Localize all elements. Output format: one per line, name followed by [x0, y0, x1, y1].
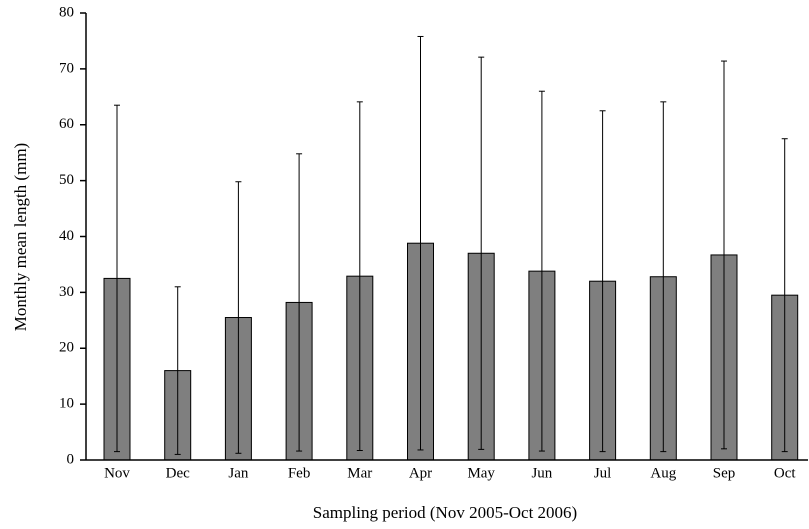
- x-tick-label: Feb: [288, 465, 311, 481]
- x-axis-title: Sampling period (Nov 2005-Oct 2006): [313, 503, 577, 522]
- y-tick-label: 0: [67, 451, 75, 467]
- y-tick-label: 80: [59, 4, 74, 20]
- error-bar: [721, 60, 727, 450]
- y-tick-label: 70: [59, 60, 74, 76]
- x-tick-label: Sep: [713, 465, 736, 481]
- error-bar: [781, 138, 788, 453]
- error-bar: [174, 286, 181, 455]
- error-bar: [660, 101, 667, 453]
- y-tick-label: 60: [59, 116, 74, 132]
- error-bar: [599, 110, 606, 453]
- y-tick-label: 50: [59, 172, 74, 188]
- error-bar: [356, 101, 363, 452]
- error-bar: [235, 181, 242, 454]
- y-tick-label: 30: [59, 284, 74, 300]
- error-bar: [478, 56, 485, 450]
- x-tick-label: Nov: [104, 465, 130, 481]
- error-bar: [114, 104, 120, 453]
- y-axis-title: Monthly mean length (mm): [11, 143, 30, 331]
- x-tick-label: Mar: [347, 465, 372, 481]
- y-tick-label: 40: [59, 228, 74, 244]
- error-bar: [417, 35, 424, 451]
- x-tick-label: Oct: [774, 465, 796, 481]
- x-tick-label: Jan: [228, 465, 248, 481]
- x-tick-label: Dec: [166, 465, 190, 481]
- x-tick-label: Jul: [594, 465, 612, 481]
- y-tick-label: 20: [59, 340, 74, 356]
- error-bar: [296, 153, 303, 452]
- x-tick-label: Aug: [650, 465, 676, 481]
- x-tick-label: May: [467, 465, 495, 481]
- error-bar: [538, 90, 545, 452]
- y-tick-label: 10: [59, 396, 74, 412]
- x-tick-label: Apr: [409, 465, 432, 481]
- x-tick-label: Jun: [531, 465, 552, 481]
